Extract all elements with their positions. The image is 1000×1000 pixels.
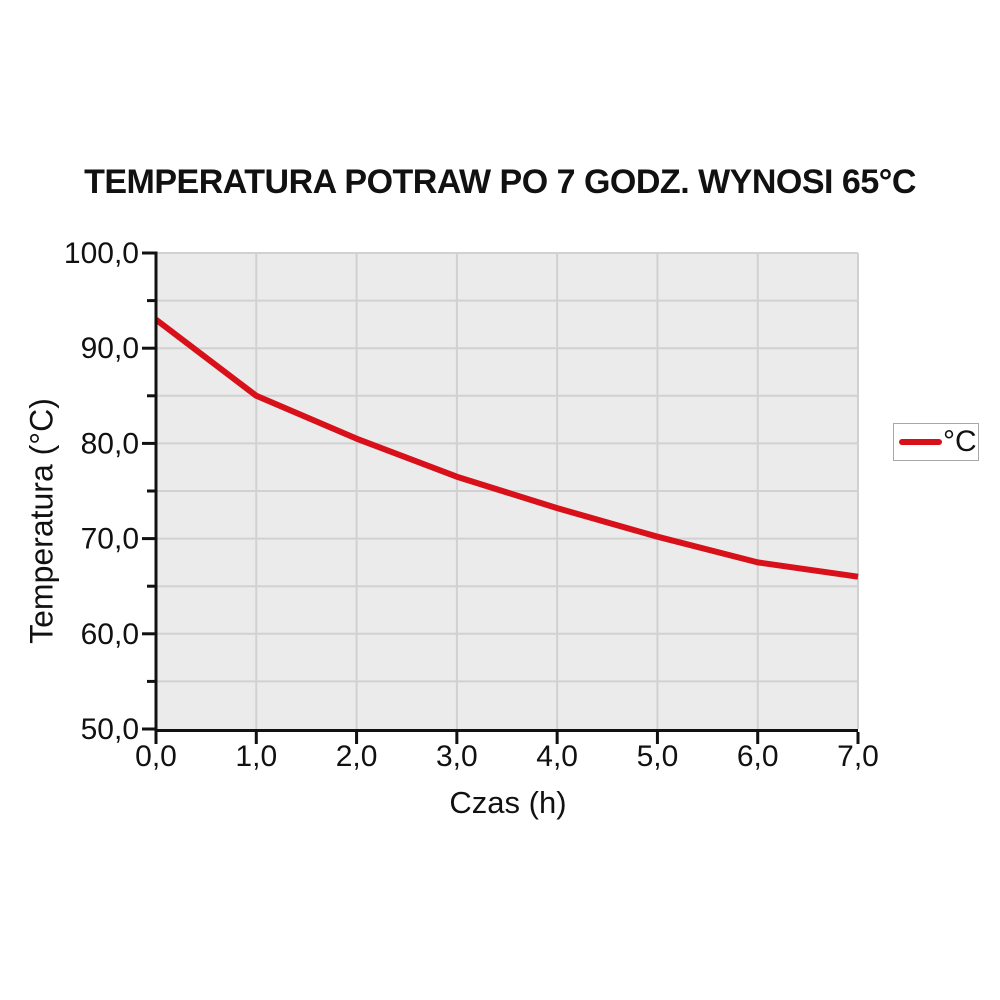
y-tick-label: 70,0 [81, 523, 139, 556]
chart-title: TEMPERATURA POTRAW PO 7 GODZ. WYNOSI 65°… [84, 163, 916, 201]
x-tick-label: 7,0 [837, 740, 879, 773]
x-tick-label: 4,0 [536, 740, 578, 773]
y-tick-label: 100,0 [64, 237, 139, 270]
legend-line-swatch-icon [899, 439, 942, 445]
y-tick-label: 80,0 [81, 427, 139, 460]
legend-label: °C [943, 425, 977, 458]
series-line [154, 317, 859, 580]
x-tick-label: 1,0 [235, 740, 277, 773]
y-tick-label: 50,0 [81, 713, 139, 746]
y-tick-label: 90,0 [81, 332, 139, 365]
x-tick-label: 3,0 [436, 740, 478, 773]
x-tick-label: 6,0 [737, 740, 779, 773]
legend: °C [893, 423, 979, 461]
x-tick-label: 2,0 [336, 740, 378, 773]
x-tick-label: 5,0 [637, 740, 679, 773]
y-tick-label: 60,0 [81, 618, 139, 651]
x-tick-label: 0,0 [135, 740, 177, 773]
x-axis-label: Czas (h) [449, 785, 567, 820]
